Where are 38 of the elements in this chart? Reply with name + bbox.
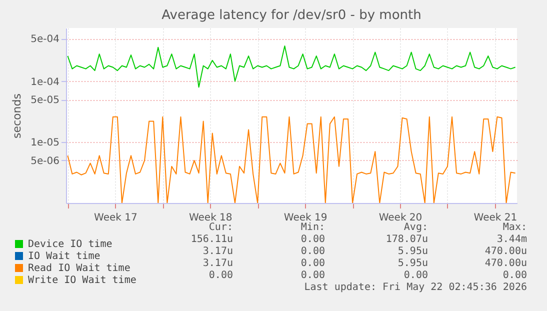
text: 0.00 bbox=[300, 234, 325, 246]
x-tick-label: Week 18 bbox=[188, 212, 232, 224]
x-tick-label: Week 17 bbox=[94, 212, 138, 224]
x-tick-label: Week 19 bbox=[284, 212, 328, 224]
text: 0.00 bbox=[300, 270, 325, 282]
text: Cur: bbox=[208, 222, 233, 234]
text: 0.00 bbox=[208, 270, 233, 282]
line-series bbox=[67, 45, 516, 88]
text: 3.17u bbox=[202, 246, 233, 258]
legend-label: Device IO time bbox=[28, 239, 112, 250]
text: 0.00 bbox=[300, 258, 325, 270]
y-tick-label: 5e-05 bbox=[30, 95, 60, 106]
text: 470.00u bbox=[484, 258, 527, 270]
y-tick-label: 1e-04 bbox=[30, 76, 60, 88]
x-tick-label: Week 20 bbox=[378, 212, 422, 224]
text: 3.17u bbox=[202, 258, 233, 270]
text: Min: bbox=[300, 222, 325, 234]
text: 0.00 bbox=[300, 246, 325, 258]
x-tick-label: Week 21 bbox=[474, 212, 518, 224]
text: Last update: Fri May 22 02:45:36 2026 bbox=[304, 282, 527, 294]
text: 156.11u bbox=[190, 234, 233, 246]
text: 178.07u bbox=[386, 234, 428, 246]
legend-label: Write IO Wait time bbox=[28, 275, 136, 286]
y-tick-label: 5e-06 bbox=[30, 156, 60, 167]
legend-label: Read IO Wait time bbox=[28, 263, 130, 274]
text: 5.95u bbox=[398, 246, 428, 258]
text: 0.00 bbox=[502, 270, 527, 282]
y-tick-label: 5e-04 bbox=[30, 34, 60, 46]
text: 3.44m bbox=[496, 234, 527, 246]
text: Avg: bbox=[404, 222, 428, 234]
text: 5.95u bbox=[398, 258, 428, 270]
chart-title: Average latency for /dev/sr0 - by month bbox=[162, 8, 422, 23]
text: 470.00u bbox=[484, 246, 527, 258]
legend-label: IO Wait time bbox=[28, 251, 100, 262]
text: Max: bbox=[502, 222, 527, 234]
y-tick-label: 1e-05 bbox=[30, 138, 60, 149]
y-axis-title: seconds bbox=[10, 93, 24, 138]
text: 0.00 bbox=[404, 270, 428, 282]
